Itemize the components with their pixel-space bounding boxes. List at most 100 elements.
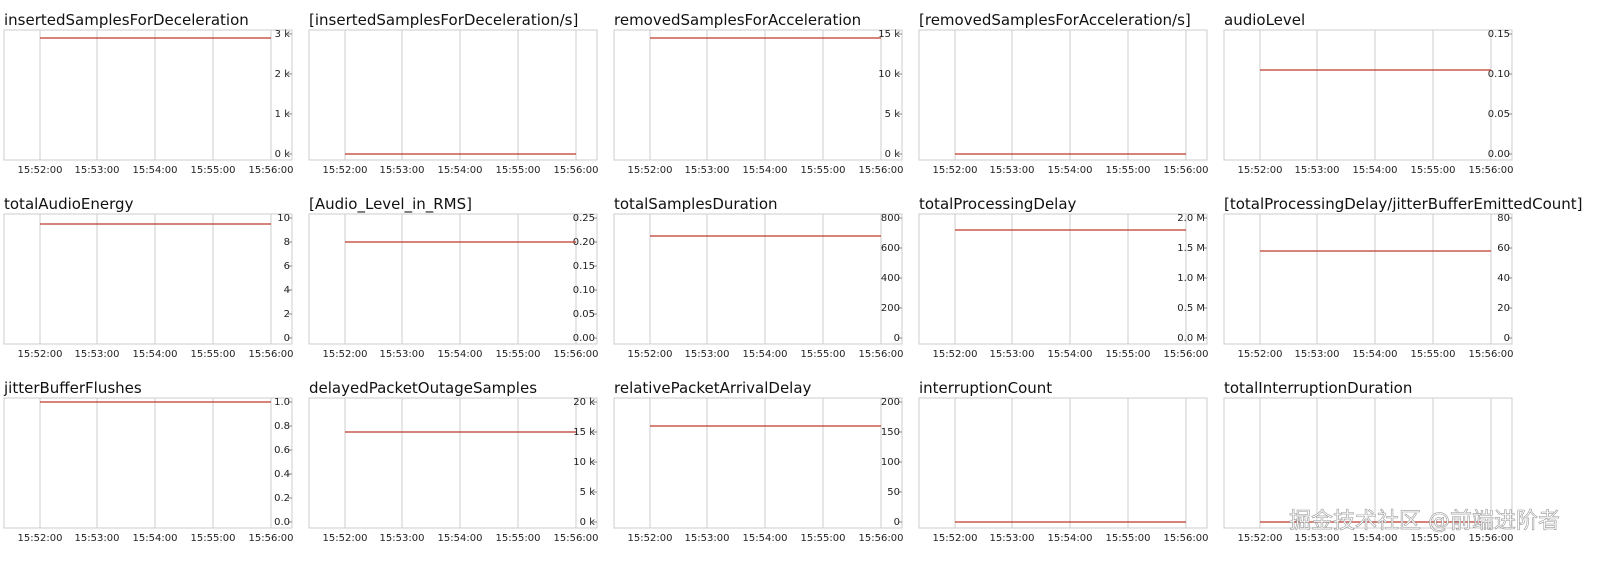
x-tick-label: 15:54:00 (438, 165, 483, 176)
x-tick-label: 15:54:00 (743, 165, 788, 176)
y-tick-label: 400 (881, 273, 900, 284)
y-tick-label: 1.0 (274, 397, 290, 408)
chart-panel: interruptionCount 15:52:00 15:53:00 15:54:0… (918, 379, 1208, 544)
y-tick-label: 0.0 M (1177, 333, 1205, 344)
x-tick-label: 15:55:00 (496, 165, 541, 176)
x-tick-label: 15:55:00 (801, 165, 846, 176)
x-tick-label: 15:52:00 (1238, 349, 1283, 360)
x-tick-label: 15:53:00 (990, 165, 1035, 176)
x-tick-label: 15:54:00 (743, 349, 788, 360)
x-tick-label: 15:55:00 (801, 349, 846, 360)
chart-title: [insertedSamplesForDeceleration/s] (309, 11, 578, 29)
y-tick-label: 0.20 (573, 237, 595, 248)
chart-title: delayedPacketOutageSamples (309, 379, 537, 397)
y-tick-label: 0 (894, 517, 900, 528)
y-tick-label: 0.25 (573, 213, 595, 224)
x-tick-label: 15:53:00 (685, 165, 730, 176)
x-tick-label: 15:53:00 (380, 349, 425, 360)
x-tick-label: 15:52:00 (628, 165, 673, 176)
y-tick-label: 40 (1497, 273, 1510, 284)
x-tick-label: 15:56:00 (554, 165, 599, 176)
x-tick-label: 15:56:00 (554, 349, 599, 360)
y-tick-label: 0.4 (274, 469, 290, 480)
plot-frame (613, 29, 903, 161)
chart-title: totalSamplesDuration (614, 195, 778, 213)
chart-panel: delayedPacketOutageSamples 15:52:00 15:53:… (308, 379, 598, 544)
plot-frame (1223, 29, 1513, 161)
y-tick-label: 1.5 M (1177, 243, 1205, 254)
x-tick-label: 15:54:00 (133, 165, 178, 176)
chart-panel: jitterBufferFlushes 15:52:00 15:53:00 15:54… (3, 379, 293, 544)
x-tick-label: 15:54:00 (1353, 533, 1398, 544)
x-tick-label: 15:52:00 (628, 533, 673, 544)
x-tick-label: 15:53:00 (1295, 165, 1340, 176)
x-tick-label: 15:54:00 (1353, 349, 1398, 360)
y-tick-label: 8 (284, 237, 290, 248)
chart-panel: [Audio_Level_in_RMS] 15:52:00 15:53:00 15:5… (308, 195, 599, 360)
y-tick-label: 0.15 (1488, 29, 1510, 40)
y-tick-label: 0 (284, 333, 290, 344)
y-tick-label: 10 k (573, 457, 595, 468)
plot-frame (1223, 397, 1513, 529)
x-tick-label: 15:54:00 (1048, 165, 1093, 176)
y-tick-label: 0 k (580, 517, 596, 528)
y-tick-label: 0 k (885, 149, 901, 160)
y-tick-label: 200 (881, 303, 900, 314)
y-tick-label: 10 k (878, 69, 900, 80)
plot-frame (918, 213, 1208, 345)
chart-title: totalProcessingDelay (919, 195, 1077, 213)
x-tick-label: 15:52:00 (323, 533, 368, 544)
x-tick-label: 15:52:00 (933, 349, 978, 360)
y-tick-label: 150 (881, 427, 900, 438)
chart-title: [totalProcessingDelay/jitterBufferEmitte… (1224, 195, 1583, 213)
x-tick-label: 15:53:00 (380, 165, 425, 176)
plot-frame (308, 213, 598, 345)
y-tick-label: 0 (894, 333, 900, 344)
x-tick-label: 15:53:00 (75, 533, 120, 544)
y-tick-label: 15 k (573, 427, 595, 438)
x-tick-label: 15:53:00 (75, 349, 120, 360)
y-tick-label: 4 (284, 285, 290, 296)
chart-panel: insertedSamplesForDeceleration 15:52:00 15… (3, 11, 293, 176)
plot-frame (918, 29, 1208, 161)
y-tick-label: 2 k (275, 69, 291, 80)
x-tick-label: 15:56:00 (859, 349, 904, 360)
y-tick-label: 6 (284, 261, 290, 272)
x-tick-label: 15:53:00 (685, 533, 730, 544)
x-tick-label: 15:55:00 (191, 349, 236, 360)
x-tick-label: 15:53:00 (990, 533, 1035, 544)
x-tick-label: 15:52:00 (1238, 533, 1283, 544)
y-tick-label: 0 (1504, 333, 1510, 344)
x-tick-label: 15:54:00 (438, 349, 483, 360)
x-tick-label: 15:52:00 (933, 533, 978, 544)
chart-title: removedSamplesForAcceleration (614, 11, 861, 29)
y-tick-label: 80 (1497, 213, 1510, 224)
chart-panel: [insertedSamplesForDeceleration/s] 15:52:… (308, 11, 599, 176)
x-tick-label: 15:52:00 (1238, 165, 1283, 176)
chart-panel: [totalProcessingDelay/jitterBufferEmitte… (1223, 195, 1583, 360)
chart-title: totalInterruptionDuration (1224, 379, 1412, 397)
chart-title: audioLevel (1224, 11, 1305, 29)
x-tick-label: 15:53:00 (1295, 349, 1340, 360)
y-tick-label: 3 k (275, 29, 291, 40)
x-tick-label: 15:53:00 (380, 533, 425, 544)
x-tick-label: 15:53:00 (990, 349, 1035, 360)
plot-frame (3, 213, 293, 345)
x-tick-label: 15:52:00 (933, 165, 978, 176)
y-tick-label: 1 k (275, 109, 291, 120)
y-tick-label: 100 (881, 457, 900, 468)
y-tick-label: 2 (284, 309, 290, 320)
x-tick-label: 15:56:00 (1469, 533, 1514, 544)
y-tick-label: 0.10 (1488, 69, 1510, 80)
chart-title: [removedSamplesForAcceleration/s] (919, 11, 1191, 29)
x-tick-label: 15:53:00 (1295, 533, 1340, 544)
y-tick-label: 5 k (580, 487, 596, 498)
chart-title: [Audio_Level_in_RMS] (309, 195, 472, 214)
y-tick-label: 2.0 M (1177, 213, 1205, 224)
y-tick-label: 0.6 (274, 445, 290, 456)
y-tick-label: 5 k (885, 109, 901, 120)
y-tick-label: 20 k (573, 397, 595, 408)
x-tick-label: 15:56:00 (859, 533, 904, 544)
x-tick-label: 15:54:00 (1048, 349, 1093, 360)
y-tick-label: 0.00 (573, 333, 595, 344)
